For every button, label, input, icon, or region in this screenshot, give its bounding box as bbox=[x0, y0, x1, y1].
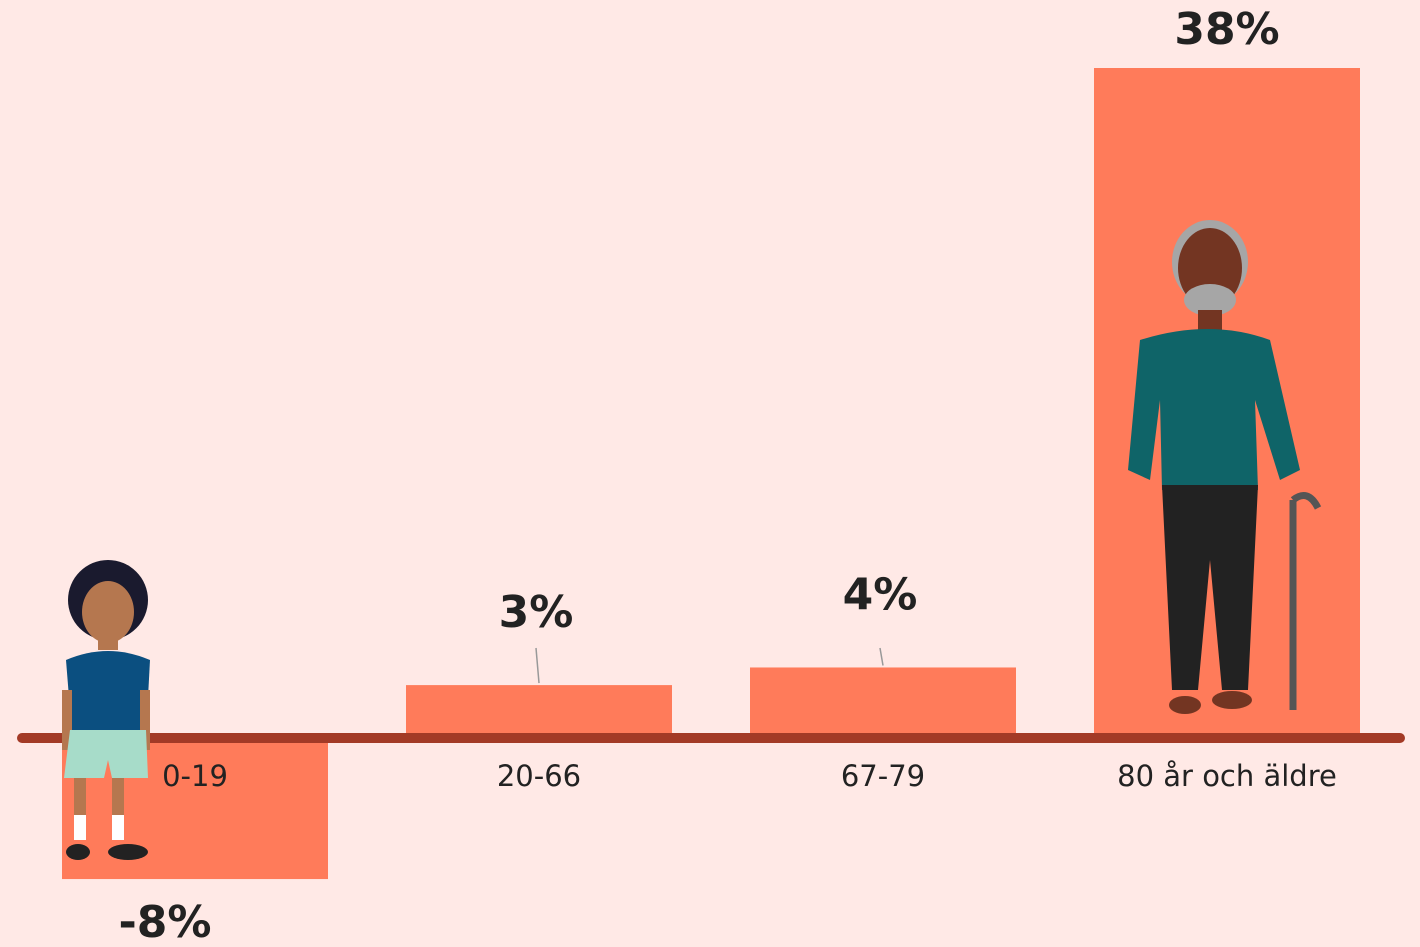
child-illustration bbox=[62, 560, 150, 860]
category-label: 80 år och äldre bbox=[1117, 759, 1337, 793]
labels: 0-19 -8% 20-66 3% 67-79 4% 80 år och äldre 38% bbox=[119, 4, 1337, 947]
leader-line bbox=[535, 647, 540, 684]
value-label: 38% bbox=[1174, 4, 1279, 55]
bar bbox=[406, 685, 672, 738]
category-label: 67-79 bbox=[841, 759, 925, 793]
value-label: 3% bbox=[499, 587, 574, 638]
elderly-illustration bbox=[1128, 220, 1322, 714]
bar bbox=[750, 667, 1016, 738]
category-label: 0-19 bbox=[162, 759, 228, 793]
leader-line bbox=[879, 647, 884, 666]
category-label: 20-66 bbox=[497, 759, 581, 793]
value-label: 4% bbox=[843, 569, 918, 620]
value-label: -8% bbox=[119, 897, 212, 947]
